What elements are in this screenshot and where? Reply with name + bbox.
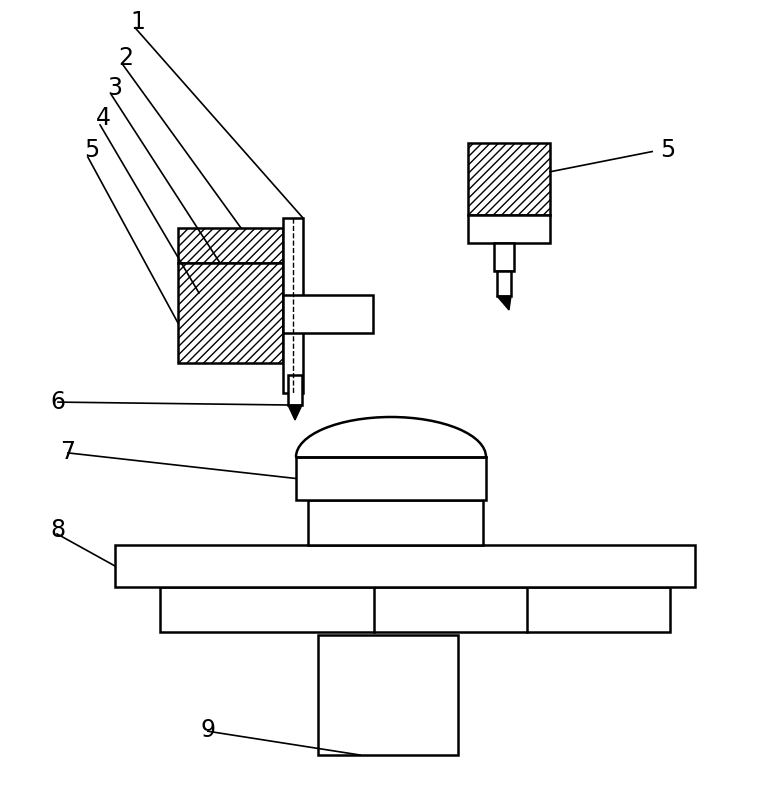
- Bar: [468, 215, 550, 243]
- Bar: [296, 457, 486, 500]
- Text: 5: 5: [660, 138, 676, 162]
- Bar: [283, 218, 303, 393]
- Bar: [318, 635, 458, 755]
- Text: 1: 1: [130, 10, 144, 34]
- Bar: [115, 545, 695, 587]
- Text: 9: 9: [200, 718, 215, 742]
- Text: 4: 4: [96, 106, 111, 130]
- Bar: [288, 375, 302, 405]
- Text: 6: 6: [50, 390, 65, 414]
- Text: 5: 5: [84, 138, 99, 162]
- Bar: [178, 263, 283, 363]
- Bar: [283, 295, 373, 333]
- Text: 3: 3: [107, 76, 122, 100]
- Text: 7: 7: [60, 440, 75, 464]
- Bar: [308, 500, 483, 545]
- Polygon shape: [497, 296, 511, 310]
- Bar: [497, 271, 511, 296]
- Bar: [178, 228, 283, 263]
- Text: 8: 8: [50, 518, 65, 542]
- Text: 2: 2: [118, 46, 133, 70]
- Bar: [494, 243, 514, 271]
- Bar: [468, 143, 550, 215]
- Bar: [160, 587, 670, 632]
- Polygon shape: [288, 405, 302, 420]
